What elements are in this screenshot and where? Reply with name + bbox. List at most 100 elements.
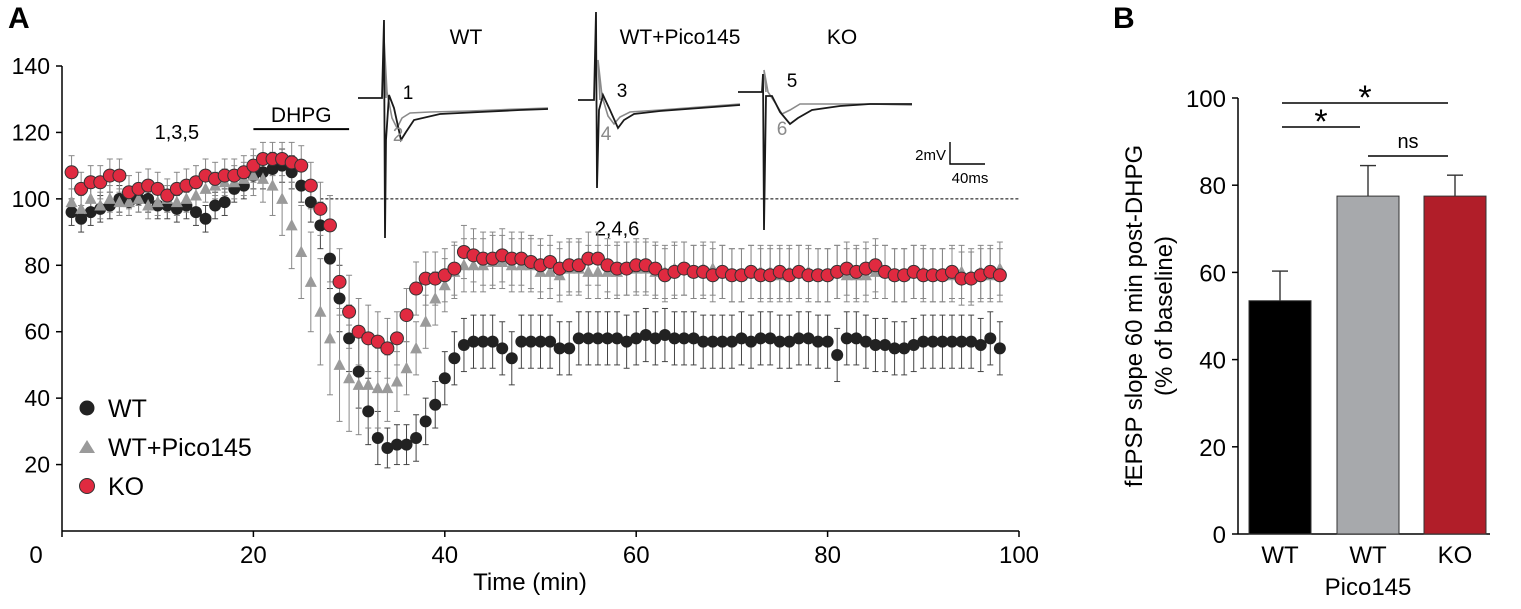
significance-label: ns [1397, 131, 1418, 153]
legend-label-ko: KO [108, 473, 144, 501]
data-point-wt [572, 332, 585, 345]
legend-marker-ko [79, 478, 95, 494]
data-point-wt [505, 352, 518, 365]
data-point-wt [668, 332, 681, 345]
data-point-wt [812, 335, 825, 348]
data-point-wt-pico145 [142, 199, 155, 211]
data-point-wt [601, 332, 614, 345]
data-point-wt-pico145 [170, 195, 183, 208]
data-point-wt [898, 342, 911, 355]
data-point-wt [831, 348, 844, 361]
data-point-wt [371, 432, 384, 444]
data-point-wt-pico145 [199, 182, 212, 194]
data-point-ko [370, 334, 385, 349]
trace-ko-post [763, 69, 913, 116]
bar-1 [1336, 195, 1400, 535]
data-point-wt-pico145 [180, 192, 193, 204]
data-point-ko [246, 158, 261, 173]
data-point-wt [965, 335, 978, 348]
data-point-wt-pico145 [591, 265, 604, 277]
data-point-wt [515, 335, 528, 348]
data-point-ko [74, 181, 89, 196]
data-point-wt-pico145 [333, 358, 346, 370]
trace-number-3: 3 [617, 81, 628, 102]
data-point-wt [917, 335, 930, 348]
data-point-wt-pico145 [582, 265, 595, 277]
data-point-wt [448, 352, 461, 365]
bar-2 [1423, 195, 1487, 535]
panel-b-label: B [1113, 2, 1135, 35]
data-point-wt [706, 335, 719, 348]
data-point-wt [725, 335, 738, 348]
data-point-ko [93, 175, 108, 190]
legend-marker-wt [79, 400, 95, 416]
data-point-wt-pico145 [256, 172, 269, 184]
data-point-wt-pico145 [390, 375, 403, 387]
y-tick-label: 100 [12, 186, 50, 212]
panel-a-xlabel: Time (min) [473, 569, 587, 596]
significance-label: * [1314, 103, 1327, 141]
trace-wt-pico145-post [597, 59, 741, 126]
data-point-wt [735, 332, 748, 345]
data-point-wt [314, 219, 327, 232]
data-point-ko [342, 304, 357, 319]
data-point-wt [936, 335, 949, 348]
data-point-wt-pico145 [189, 189, 202, 201]
data-point-wt [323, 252, 336, 265]
data-point-wt-pico145 [151, 195, 164, 208]
trace-title-wt: WT [450, 26, 483, 49]
panel-b-y-ticks: 0 20 40 60 80 100 [1186, 86, 1238, 549]
panel-b-ylabel: fEPSP slope 60 min post-DHPG [1121, 145, 1148, 487]
x-tick-label: 40 [431, 542, 458, 569]
trace-wt-post [383, 37, 549, 130]
data-point-wt [65, 206, 78, 219]
data-point-wt-pico145 [94, 199, 107, 211]
data-point-wt [553, 342, 566, 355]
data-point-wt [218, 196, 231, 209]
data-point-wt [362, 405, 375, 418]
data-point-wt [285, 166, 298, 179]
panel-a-label: A [8, 2, 30, 35]
trace-insets: WT WT+Pico145 KO 1 2 3 4 5 6 2mV 40ms [358, 11, 989, 239]
data-point-wt-pico145 [323, 331, 336, 344]
trace-ko-baseline [738, 73, 912, 231]
data-point-wt-pico145 [295, 245, 308, 257]
data-point-ko [294, 158, 309, 173]
data-point-wt [467, 335, 480, 348]
data-point-wt [926, 335, 939, 348]
b-y-tick-label: 20 [1199, 435, 1226, 462]
data-point-wt [457, 339, 470, 351]
data-point-wt [993, 342, 1006, 355]
data-point-wt-pico145 [438, 278, 451, 291]
panel-a-x-ticks: 20 40 60 80 100 [61, 531, 1039, 569]
data-point-wt [477, 335, 490, 348]
data-point-ko [236, 165, 251, 180]
data-point-ko [150, 181, 165, 196]
data-point-ko [409, 281, 424, 296]
data-point-wt [333, 292, 346, 305]
data-point-wt [304, 196, 317, 209]
trace-wt-baseline [358, 19, 549, 239]
data-point-wt [591, 332, 604, 345]
category-label: WT [1261, 542, 1299, 569]
data-point-wt [381, 441, 394, 454]
data-point-wt-pico145 [276, 192, 289, 204]
data-point-wt-pico145 [400, 361, 413, 374]
data-point-wt-pico145 [429, 292, 442, 304]
trace-title-wt-pico145: WT+Pico145 [620, 26, 741, 49]
data-point-wt [773, 335, 786, 348]
data-point-wt [199, 212, 212, 225]
panel-a-legend: WT WT+Pico145 KO [79, 395, 252, 501]
data-point-wt [390, 438, 403, 451]
data-point-wt [802, 332, 815, 345]
category-label: WT [1349, 542, 1387, 569]
trace-wt-pico145-baseline [578, 11, 741, 189]
legend-marker-wt-pico145 [79, 440, 95, 453]
trace-number-5: 5 [787, 71, 798, 92]
data-point-wt-pico145 [314, 305, 327, 317]
data-point-wt-pico145 [304, 275, 317, 287]
data-point-wt-pico145 [352, 378, 365, 390]
scale-bar-time: 40ms [952, 170, 989, 187]
data-point-wt [84, 206, 97, 219]
